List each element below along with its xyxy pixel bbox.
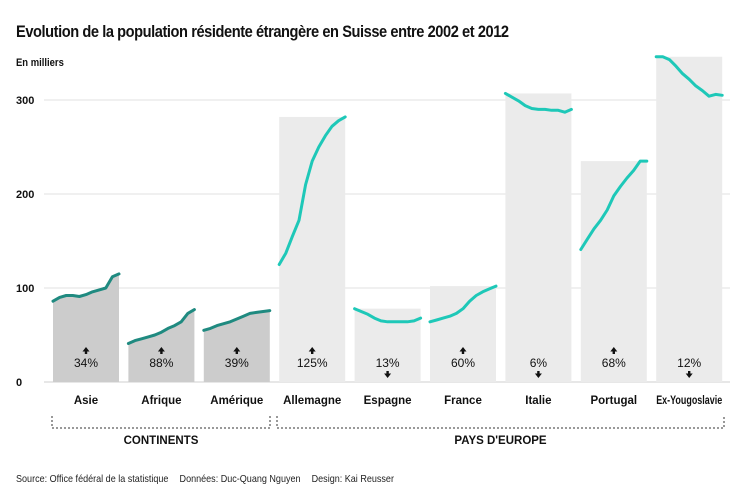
series-line-italie bbox=[503, 91, 573, 114]
group-label: PAYS D'EUROPE bbox=[454, 435, 547, 447]
arrow-down-icon bbox=[534, 371, 542, 378]
series-line-france bbox=[428, 284, 498, 324]
group-bracket bbox=[276, 416, 725, 429]
category-label: Espagne bbox=[364, 395, 412, 407]
category-label: Italie bbox=[525, 395, 551, 407]
change-label: 39% bbox=[225, 356, 249, 370]
category-label: France bbox=[444, 395, 482, 407]
area-fill bbox=[128, 309, 195, 382]
y-tick-label: 200 bbox=[16, 189, 34, 201]
change-label: 34% bbox=[74, 356, 98, 370]
chart-title: Evolution de la population résidente étr… bbox=[16, 22, 509, 41]
group-bracket bbox=[51, 416, 271, 429]
arrow-up-icon bbox=[82, 347, 90, 354]
change-label: 125% bbox=[297, 356, 328, 370]
change-label: 6% bbox=[530, 356, 548, 370]
panel-background bbox=[656, 56, 723, 382]
area-fill bbox=[203, 310, 270, 382]
category-label: Afrique bbox=[141, 395, 181, 407]
category-label: Portugal bbox=[590, 395, 637, 407]
series-line-allemagne bbox=[277, 115, 347, 266]
series-line-ex-yougoslavie bbox=[654, 55, 724, 98]
arrow-up-icon bbox=[157, 347, 165, 354]
footer-design-credit: Design: Kai Reusser bbox=[311, 473, 394, 485]
change-label: 12% bbox=[677, 356, 701, 370]
group-label: CONTINENTS bbox=[124, 435, 199, 447]
arrow-down-icon bbox=[685, 371, 693, 378]
series-line-amérique bbox=[202, 309, 272, 332]
change-label: 60% bbox=[451, 356, 475, 370]
category-label: Ex-Yougoslavie bbox=[656, 395, 722, 407]
arrow-up-icon bbox=[308, 347, 316, 354]
category-label: Asie bbox=[74, 395, 98, 407]
panel-background bbox=[505, 93, 572, 383]
series-line-asie bbox=[51, 272, 121, 303]
footer-source: Source: Office fédéral de la statistique bbox=[16, 473, 169, 485]
category-label: Amérique bbox=[210, 395, 263, 407]
y-tick-label: 100 bbox=[16, 283, 34, 295]
y-tick-label: 0 bbox=[16, 377, 22, 389]
y-tick-label: 300 bbox=[16, 95, 34, 107]
arrow-up-icon bbox=[610, 347, 618, 354]
arrow-down-icon bbox=[384, 371, 392, 378]
series-line-portugal bbox=[579, 159, 649, 251]
panel-background bbox=[430, 286, 496, 382]
series-line-afrique bbox=[126, 308, 196, 345]
series-line-espagne bbox=[353, 307, 423, 324]
footer-data-credit: Données: Duc-Quang Nguyen bbox=[179, 473, 301, 485]
change-label: 13% bbox=[376, 356, 400, 370]
arrow-up-icon bbox=[459, 347, 467, 354]
change-label: 88% bbox=[149, 356, 173, 370]
area-fill bbox=[53, 273, 119, 382]
category-label: Allemagne bbox=[283, 395, 341, 407]
arrow-up-icon bbox=[233, 347, 241, 354]
footer: Source: Office fédéral de la statistique… bbox=[16, 473, 403, 485]
change-label: 68% bbox=[602, 356, 626, 370]
y-axis-unit-label: En milliers bbox=[16, 57, 64, 69]
panel-background bbox=[279, 116, 346, 383]
